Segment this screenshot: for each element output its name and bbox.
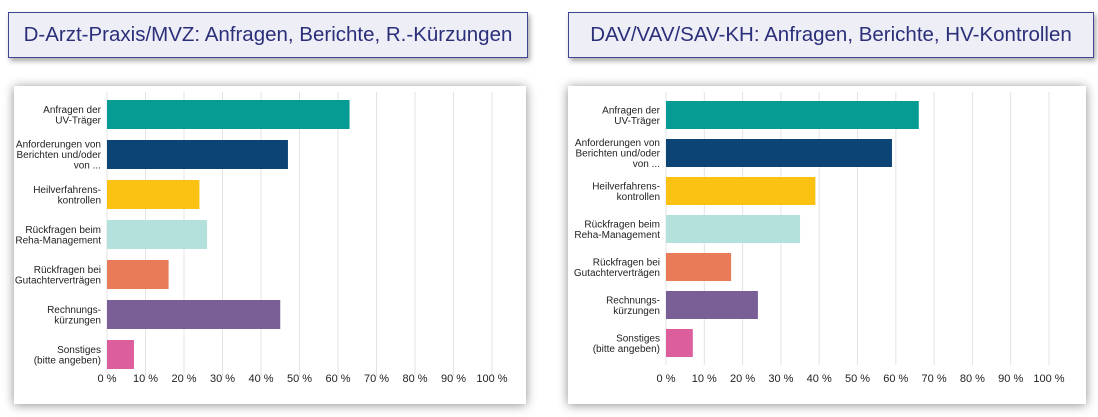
- x-tick-label: 100 %: [476, 373, 507, 385]
- category-label: Sonstiges (bitte angeben): [34, 345, 101, 367]
- bar: [666, 253, 732, 281]
- x-tick-label: 60 %: [325, 373, 350, 385]
- x-tick-label: 0 %: [98, 373, 117, 385]
- category-label: Rechnungs-kürzungen: [47, 305, 101, 327]
- chart-card: 0 % 10 % 20 % 30 % 40 % 50 % 60 % 70 % 80 % 90 % 1…: [14, 86, 526, 404]
- x-tick-label: 70 %: [364, 373, 389, 385]
- x-tick-label: 90 %: [998, 373, 1023, 385]
- x-tick-label: 50 %: [845, 373, 870, 385]
- x-tick-label: 80 %: [960, 373, 985, 385]
- chart-title: D-Arzt-Praxis/MVZ: Anfragen, Berichte, R…: [8, 12, 528, 58]
- chart-title: DAV/VAV/SAV-KH: Anfragen, Berichte, HV-K…: [568, 12, 1094, 58]
- x-tick-label: 70 %: [922, 373, 947, 385]
- chart-panel-left: D-Arzt-Praxis/MVZ: Anfragen, Berichte, R…: [0, 0, 530, 417]
- x-tick-label: 100 %: [1033, 373, 1064, 385]
- x-tick-label: 30 %: [768, 373, 793, 385]
- category-label: Heilverfahrens-kontrollen: [592, 181, 660, 203]
- x-tick-label: 60 %: [883, 373, 908, 385]
- category-label: Rechnungs-kürzungen: [606, 295, 660, 317]
- category-label: Anfragen der UV-Träger: [43, 105, 101, 127]
- bar: [666, 215, 801, 243]
- x-tick-label: 0 %: [657, 373, 676, 385]
- bar: [666, 101, 919, 129]
- category-label: Rückfragen beim Reha-Management: [15, 225, 101, 247]
- bar: [666, 291, 758, 319]
- bar: [666, 177, 816, 205]
- x-tick-label: 40 %: [248, 373, 273, 385]
- chart-card: 0 % 10 % 20 % 30 % 40 % 50 % 60 % 70 % 80 % 90 % 1…: [568, 86, 1086, 404]
- category-label: Rückfragen beim Reha-Management: [574, 219, 660, 241]
- chart-panel-right: DAV/VAV/SAV-KH: Anfragen, Berichte, HV-K…: [560, 0, 1094, 417]
- category-label: Anforderungen von Berichten und/oder von .…: [16, 140, 102, 172]
- x-tick-label: 90 %: [441, 373, 466, 385]
- bar-chart: 0 % 10 % 20 % 30 % 40 % 50 % 60 % 70 % 80 % 90 % 1…: [15, 92, 508, 385]
- category-label: Rückfragen bei Gutachterverträgen: [15, 265, 101, 287]
- x-tick-label: 80 %: [402, 373, 427, 385]
- x-tick-label: 40 %: [807, 373, 832, 385]
- bar: [107, 140, 288, 169]
- bar: [666, 329, 693, 357]
- bar: [107, 100, 350, 129]
- bar: [107, 180, 200, 209]
- bar: [107, 260, 169, 289]
- x-tick-label: 10 %: [133, 373, 158, 385]
- category-label: Rückfragen bei Gutachterverträgen: [574, 257, 660, 279]
- category-label: Anfragen der UV-Träger: [602, 105, 660, 127]
- x-tick-label: 10 %: [692, 373, 717, 385]
- x-tick-label: 30 %: [210, 373, 235, 385]
- category-label: Heilverfahrens-kontrollen: [33, 185, 101, 207]
- category-label: Anforderungen von Berichten und/oder von .…: [575, 138, 661, 170]
- bar: [107, 340, 134, 369]
- bar: [666, 139, 892, 167]
- bar: [107, 220, 208, 249]
- x-tick-label: 20 %: [171, 373, 196, 385]
- bar: [107, 300, 281, 329]
- x-tick-label: 50 %: [287, 373, 312, 385]
- category-label: Sonstiges (bitte angeben): [593, 333, 660, 355]
- x-tick-label: 20 %: [730, 373, 755, 385]
- bar-chart: 0 % 10 % 20 % 30 % 40 % 50 % 60 % 70 % 80 % 90 % 1…: [574, 92, 1065, 385]
